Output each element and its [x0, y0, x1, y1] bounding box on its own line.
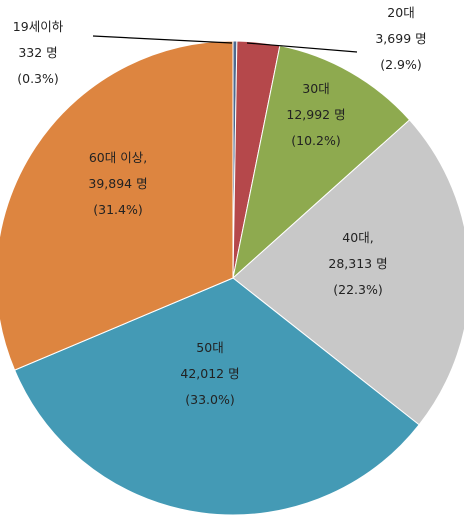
slice-percent: (31.4%) [93, 202, 142, 217]
slice-percent: (10.2%) [291, 133, 340, 148]
slice-percent: (22.3%) [333, 282, 382, 297]
slice-percent: (0.3%) [17, 71, 59, 86]
slice-name: 19세이하 [13, 19, 64, 34]
slice-count: 28,313 명 [328, 256, 387, 271]
slice-percent: (2.9%) [380, 57, 422, 72]
slice-label-0: 19세이하 332 명 (0.3%) [13, 19, 64, 86]
pie-slice-4 [13, 277, 420, 516]
pie-slices [0, 40, 464, 516]
slice-name: 40대, [342, 230, 373, 245]
slice-label-5: 60대 이상, 39,894 명 (31.4%) [88, 150, 147, 217]
slice-name: 50대 [196, 340, 223, 355]
slice-labels: 19세이하 332 명 (0.3%) 20대 3,699 명 (2.9%) 30대 12,99… [13, 5, 427, 407]
slice-name: 60대 이상, [89, 150, 147, 165]
slice-count: 332 명 [18, 45, 57, 60]
slice-label-1: 20대 3,699 명 (2.9%) [375, 5, 426, 72]
slice-count: 42,012 명 [180, 366, 239, 381]
slice-count: 3,699 명 [375, 31, 426, 46]
leader-line-1 [246, 42, 358, 53]
slice-label-4: 50대 42,012 명 (33.0%) [180, 340, 239, 407]
slice-label-3: 40대, 28,313 명 (22.3%) [328, 230, 387, 297]
slice-name: 30대 [302, 81, 329, 96]
slice-name: 20대 [387, 5, 414, 20]
pie-slice-2 [232, 45, 411, 280]
slice-count: 39,894 명 [88, 176, 147, 191]
slice-percent: (33.0%) [185, 392, 234, 407]
leader-line-0 [92, 35, 233, 44]
slice-label-2: 30대 12,992 명 (10.2%) [286, 81, 345, 148]
slice-count: 12,992 명 [286, 107, 345, 122]
pie-slice-3 [232, 119, 464, 426]
pie-slice-5 [0, 40, 234, 371]
